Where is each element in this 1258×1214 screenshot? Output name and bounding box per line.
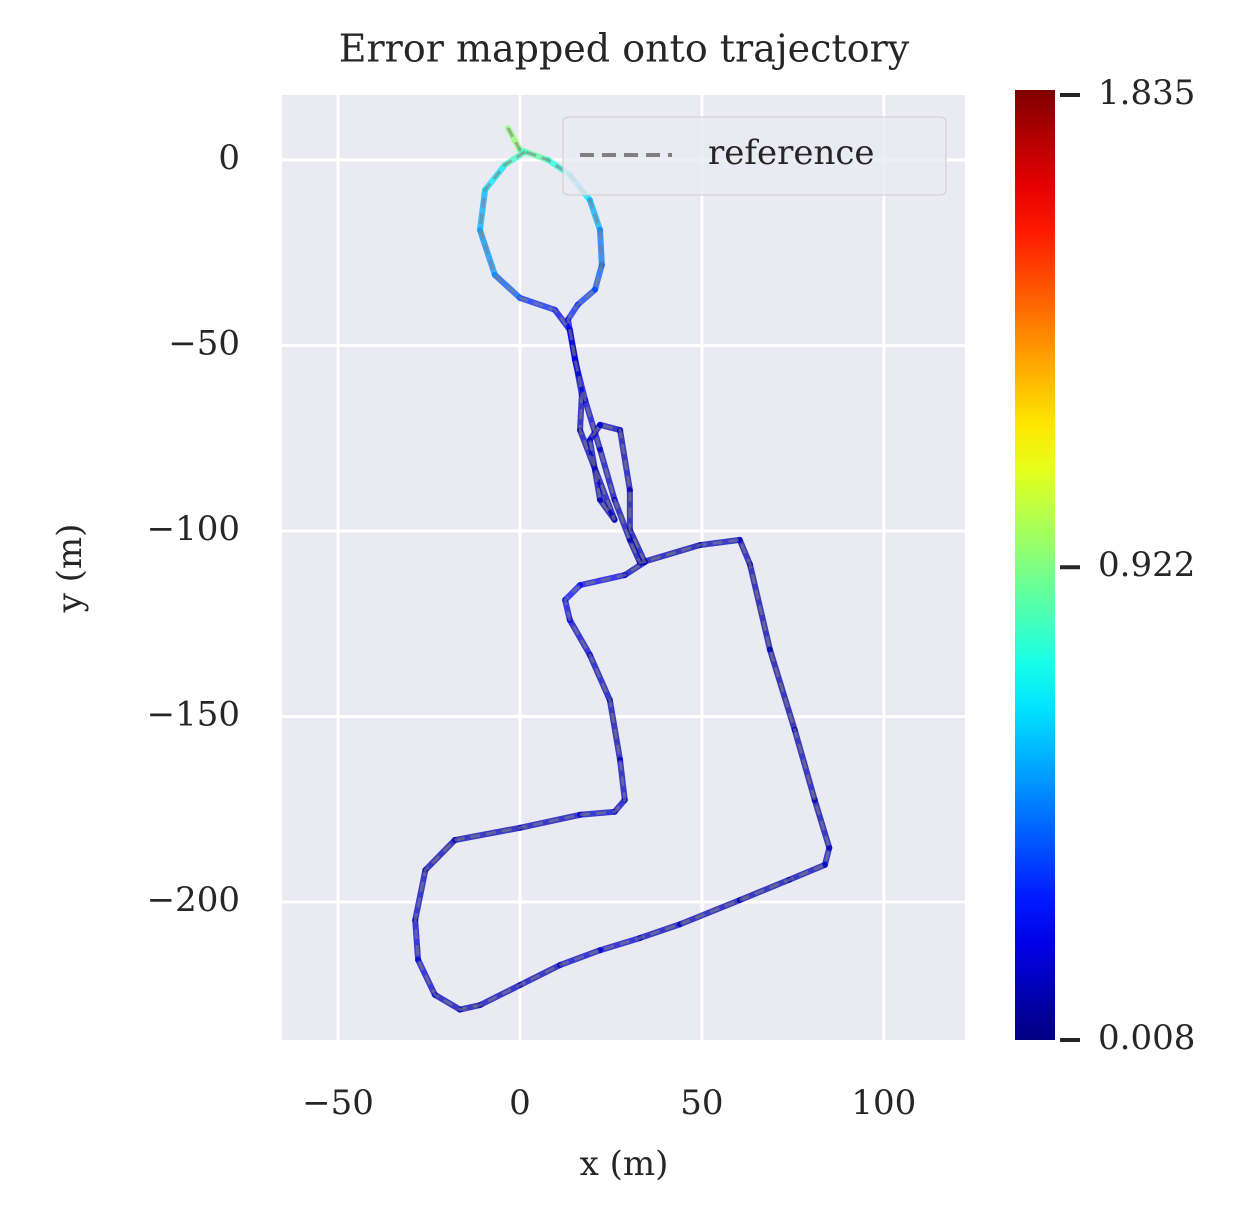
trajectory-segment bbox=[476, 982, 523, 1009]
legend-label: reference bbox=[708, 133, 875, 173]
x-axis-label: x (m) bbox=[580, 1144, 669, 1184]
y-tick-label: 0 bbox=[218, 138, 240, 178]
chart-title: Error mapped onto trajectory bbox=[339, 27, 910, 71]
y-tick-label: −100 bbox=[147, 509, 240, 549]
colorbar bbox=[1015, 90, 1055, 1040]
trajectory-segment bbox=[566, 617, 593, 658]
plot-area bbox=[282, 95, 965, 1040]
x-tick-label: 100 bbox=[851, 1083, 916, 1123]
colorbar-tick-label: 1.835 bbox=[1098, 73, 1195, 113]
y-tick-label: −50 bbox=[168, 323, 240, 363]
y-axis-label: y (m) bbox=[50, 524, 90, 614]
colorbar-tick-label: 0.922 bbox=[1098, 545, 1195, 585]
y-tick-label: −150 bbox=[147, 694, 240, 734]
reference-line bbox=[413, 127, 831, 1012]
legend-box bbox=[562, 116, 947, 196]
trajectory-segment bbox=[412, 867, 429, 924]
y-tick-label: −200 bbox=[147, 880, 240, 920]
x-tick-label: 50 bbox=[680, 1083, 723, 1123]
x-tick-label: 0 bbox=[509, 1083, 531, 1123]
colorbar-tick-label: 0.008 bbox=[1098, 1018, 1195, 1058]
x-tick-label: −50 bbox=[302, 1083, 374, 1123]
legend: reference bbox=[562, 116, 947, 196]
